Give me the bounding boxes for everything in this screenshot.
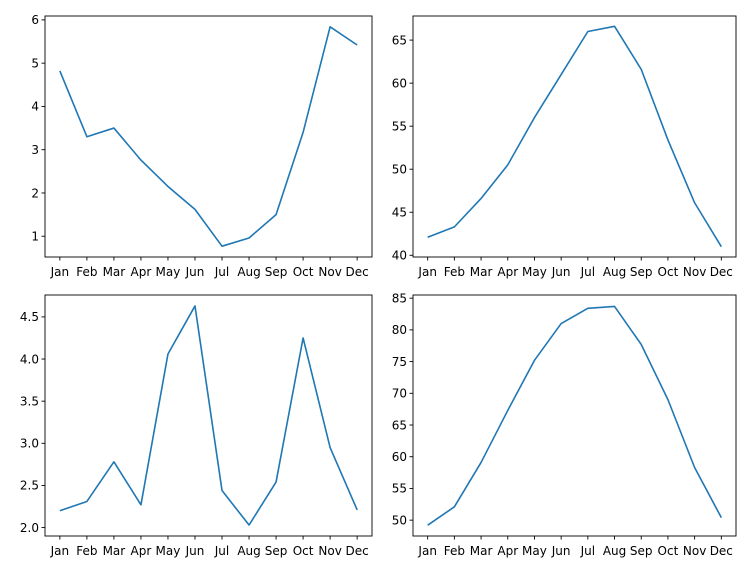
x-tick-label: Mar — [103, 265, 126, 279]
series-line — [59, 26, 358, 247]
y-tick-label: 4.0 — [20, 352, 39, 366]
x-tick-label: Jan — [417, 265, 437, 279]
y-tick-label: 55 — [392, 119, 407, 133]
series-line — [59, 305, 358, 526]
x-tick-label: May — [156, 544, 181, 558]
x-tick-label: Aug — [237, 265, 260, 279]
x-tick-label: Sep — [265, 265, 288, 279]
x-tick-label: Nov — [318, 265, 341, 279]
y-tick-label: 80 — [392, 323, 407, 337]
x-tick-label: Sep — [265, 544, 288, 558]
x-tick-label: Jun — [185, 265, 205, 279]
x-tick-label: May — [156, 265, 181, 279]
axes-frame — [412, 294, 737, 537]
y-tick-label: 60 — [392, 76, 407, 90]
x-tick-label: Nov — [683, 544, 706, 558]
chart-panel-4: 50 55 60 65 70 75 80 85 Jan Feb Mar Apr May Jun Jul Aug… — [392, 291, 737, 558]
x-tick-label: Mar — [470, 265, 493, 279]
y-tick-label: 3 — [31, 143, 39, 157]
y-tick-label: 4.5 — [20, 310, 39, 324]
axes-frame — [412, 15, 737, 258]
axes-frame — [44, 294, 373, 537]
x-tick-label: Oct — [658, 265, 679, 279]
x-tick-label: Jun — [185, 544, 205, 558]
y-tick-label: 85 — [392, 291, 407, 305]
x-tick-label: Apr — [497, 544, 518, 558]
x-tick-label: Feb — [76, 265, 97, 279]
chart-panel-2: 40 45 50 55 60 65 Jan Feb Mar Apr May Jun Jul Aug Sep O… — [392, 15, 737, 279]
x-tick-label: Sep — [630, 544, 653, 558]
x-tick-label: Mar — [103, 544, 126, 558]
x-tick-label: Apr — [497, 265, 518, 279]
x-tick-label: Jun — [551, 265, 571, 279]
x-tick-label: Oct — [658, 544, 679, 558]
y-tick-label: 50 — [392, 163, 407, 177]
x-tick-label: Dec — [346, 265, 369, 279]
x-tick-label: Jan — [417, 544, 437, 558]
x-tick-label: Feb — [444, 544, 465, 558]
x-tick-label: May — [522, 544, 547, 558]
y-tick-label: 70 — [392, 387, 407, 401]
x-tick-label: Dec — [710, 544, 733, 558]
x-tick-label: Nov — [318, 544, 341, 558]
y-tick-label: 4 — [31, 100, 39, 114]
y-tick-label: 75 — [392, 355, 407, 369]
x-tick-label: Mar — [470, 544, 493, 558]
x-tick-label: Dec — [710, 265, 733, 279]
x-tick-label: Oct — [293, 544, 314, 558]
x-tick-label: Feb — [444, 265, 465, 279]
x-tick-label: Jul — [580, 265, 595, 279]
y-tick-label: 2.0 — [20, 521, 39, 535]
x-tick-label: Jul — [214, 544, 229, 558]
series-line — [427, 25, 723, 248]
chart-panel-1: 1 2 3 4 5 6 Jan Feb Mar Apr May Jun Jul Aug Sep Oct Nov D… — [31, 13, 373, 279]
y-tick-label: 65 — [392, 33, 407, 47]
x-tick-label: Feb — [76, 544, 97, 558]
x-tick-label: Aug — [603, 544, 626, 558]
x-tick-label: Aug — [603, 265, 626, 279]
y-tick-label: 2.5 — [20, 479, 39, 493]
x-tick-label: Jul — [580, 544, 595, 558]
x-tick-label: Nov — [683, 265, 706, 279]
x-tick-label: May — [522, 265, 547, 279]
x-tick-label: Apr — [131, 544, 152, 558]
y-tick-label: 3.0 — [20, 437, 39, 451]
y-tick-label: 55 — [392, 482, 407, 496]
y-tick-label: 3.5 — [20, 394, 39, 408]
x-tick-label: Jan — [50, 544, 70, 558]
x-tick-label: Oct — [293, 265, 314, 279]
x-tick-label: Sep — [630, 265, 653, 279]
chart-panel-3: 2.0 2.5 3.0 3.5 4.0 4.5 Jan Feb Mar Apr May Jun Jul A… — [20, 294, 373, 558]
y-tick-label: 6 — [31, 13, 39, 27]
y-tick-label: 5 — [31, 56, 39, 70]
x-tick-label: Jun — [551, 544, 571, 558]
y-tick-label: 45 — [392, 206, 407, 220]
x-tick-label: Dec — [346, 544, 369, 558]
axes-frame — [44, 15, 373, 258]
series-line — [427, 305, 723, 526]
y-tick-label: 60 — [392, 450, 407, 464]
y-tick-label: 50 — [392, 513, 407, 527]
y-tick-label: 1 — [31, 230, 39, 244]
x-tick-label: Aug — [237, 544, 260, 558]
x-tick-label: Jul — [214, 265, 229, 279]
y-tick-label: 2 — [31, 186, 39, 200]
y-tick-label: 65 — [392, 418, 407, 432]
y-tick-label: 40 — [392, 249, 407, 263]
x-tick-label: Jan — [50, 265, 70, 279]
x-tick-label: Apr — [131, 265, 152, 279]
